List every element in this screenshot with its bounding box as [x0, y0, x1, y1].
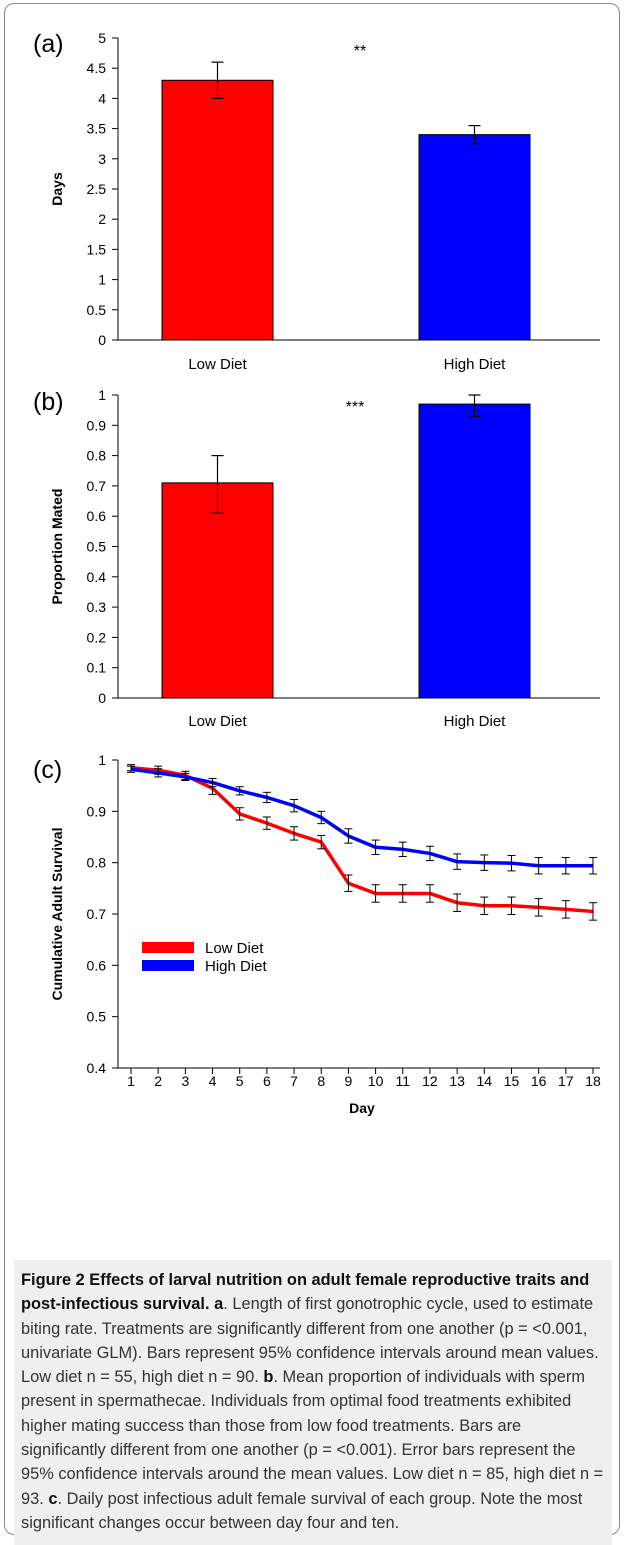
y-tick-label: 0.4	[87, 1060, 107, 1076]
y-tick-label: 3	[98, 151, 106, 167]
y-tick-label: 0.6	[87, 957, 107, 973]
y-tick-label: 0.8	[87, 855, 107, 871]
caption-label-b: b	[263, 1368, 274, 1387]
caption-text-c: . Daily post infectious adult female sur…	[21, 1489, 583, 1532]
y-tick-label: 0.7	[87, 478, 107, 494]
significance-annotation: ***	[346, 399, 365, 416]
caption-text-a: . Length of first gonotrophic cycle, use…	[21, 1295, 599, 1387]
legend-swatch	[142, 960, 194, 971]
y-tick-label: 0.5	[87, 302, 107, 318]
legend-swatch	[142, 942, 194, 953]
y-tick-label: 0.9	[87, 417, 107, 433]
x-tick-label: 9	[345, 1073, 353, 1089]
x-tick-label: 1	[127, 1073, 135, 1089]
y-tick-label: 0.4	[87, 569, 107, 585]
y-tick-label: 0.8	[87, 448, 107, 464]
y-tick-label: 5	[98, 30, 106, 46]
panel-label: (b)	[33, 388, 64, 416]
figure-caption: Figure 2 Effects of larval nutrition on …	[14, 1260, 612, 1545]
x-tick-label: 3	[181, 1073, 189, 1089]
x-tick-label: 17	[558, 1073, 574, 1089]
y-tick-label: 3.5	[87, 121, 107, 137]
significance-annotation: **	[354, 43, 366, 60]
y-tick-label: 1	[98, 752, 106, 768]
legend-label: Low Diet	[205, 940, 264, 957]
y-tick-label: 1.5	[87, 241, 107, 257]
x-tick-label: 15	[504, 1073, 520, 1089]
bar	[161, 482, 274, 699]
caption-label-a: a	[214, 1295, 224, 1314]
panel-label: (c)	[33, 756, 62, 784]
y-tick-label: 0.7	[87, 906, 107, 922]
category-label: High Diet	[444, 356, 507, 373]
x-tick-label: 14	[477, 1073, 493, 1089]
category-label: High Diet	[444, 713, 507, 730]
bar	[418, 134, 531, 341]
y-tick-label: 1	[98, 387, 106, 403]
bar	[161, 79, 274, 341]
x-tick-label: 7	[290, 1073, 298, 1089]
caption-text-b: . Mean proportion of individuals with sp…	[21, 1368, 604, 1508]
y-tick-label: 0.1	[87, 660, 107, 676]
y-tick-label: 0.5	[87, 1009, 107, 1025]
y-tick-label: 0	[98, 332, 106, 348]
series-line	[130, 767, 593, 868]
x-tick-label: 12	[422, 1073, 438, 1089]
panel-label: (a)	[33, 30, 64, 58]
x-tick-label: 5	[236, 1073, 244, 1089]
y-tick-label: 0.5	[87, 539, 107, 555]
x-tick-label: 11	[395, 1073, 410, 1089]
y-tick-label: 1	[98, 272, 106, 288]
x-tick-label: 2	[154, 1073, 162, 1089]
x-axis-label: Day	[349, 1100, 375, 1116]
x-tick-label: 18	[585, 1073, 601, 1089]
category-label: Low Diet	[188, 713, 247, 730]
y-axis-label: Days	[49, 172, 65, 206]
y-tick-label: 0.6	[87, 508, 107, 524]
caption-heading: Figure 2 Effects of larval nutrition on …	[21, 1271, 590, 1314]
y-axis-label: Proportion Mated	[49, 489, 65, 605]
y-tick-label: 0.9	[87, 803, 107, 819]
x-tick-label: 10	[368, 1073, 384, 1089]
x-tick-label: 13	[449, 1073, 465, 1089]
y-tick-label: 0.3	[87, 599, 107, 615]
category-label: Low Diet	[188, 356, 247, 373]
x-tick-label: 8	[317, 1073, 325, 1089]
y-tick-label: 4	[98, 90, 106, 106]
x-tick-label: 16	[531, 1073, 547, 1089]
x-tick-label: 4	[209, 1073, 217, 1089]
y-tick-label: 2	[98, 211, 106, 227]
y-tick-label: 0.2	[87, 629, 107, 645]
y-tick-label: 0	[98, 690, 106, 706]
series-line	[130, 765, 594, 914]
y-tick-label: 4.5	[87, 60, 107, 76]
caption-label-c: c	[48, 1489, 58, 1508]
bar	[418, 403, 531, 699]
x-tick-label: 6	[263, 1073, 271, 1089]
legend-label: High Diet	[205, 958, 268, 975]
y-tick-label: 2.5	[87, 181, 107, 197]
y-axis-label: Cumulative Adult Survival	[49, 828, 65, 1001]
